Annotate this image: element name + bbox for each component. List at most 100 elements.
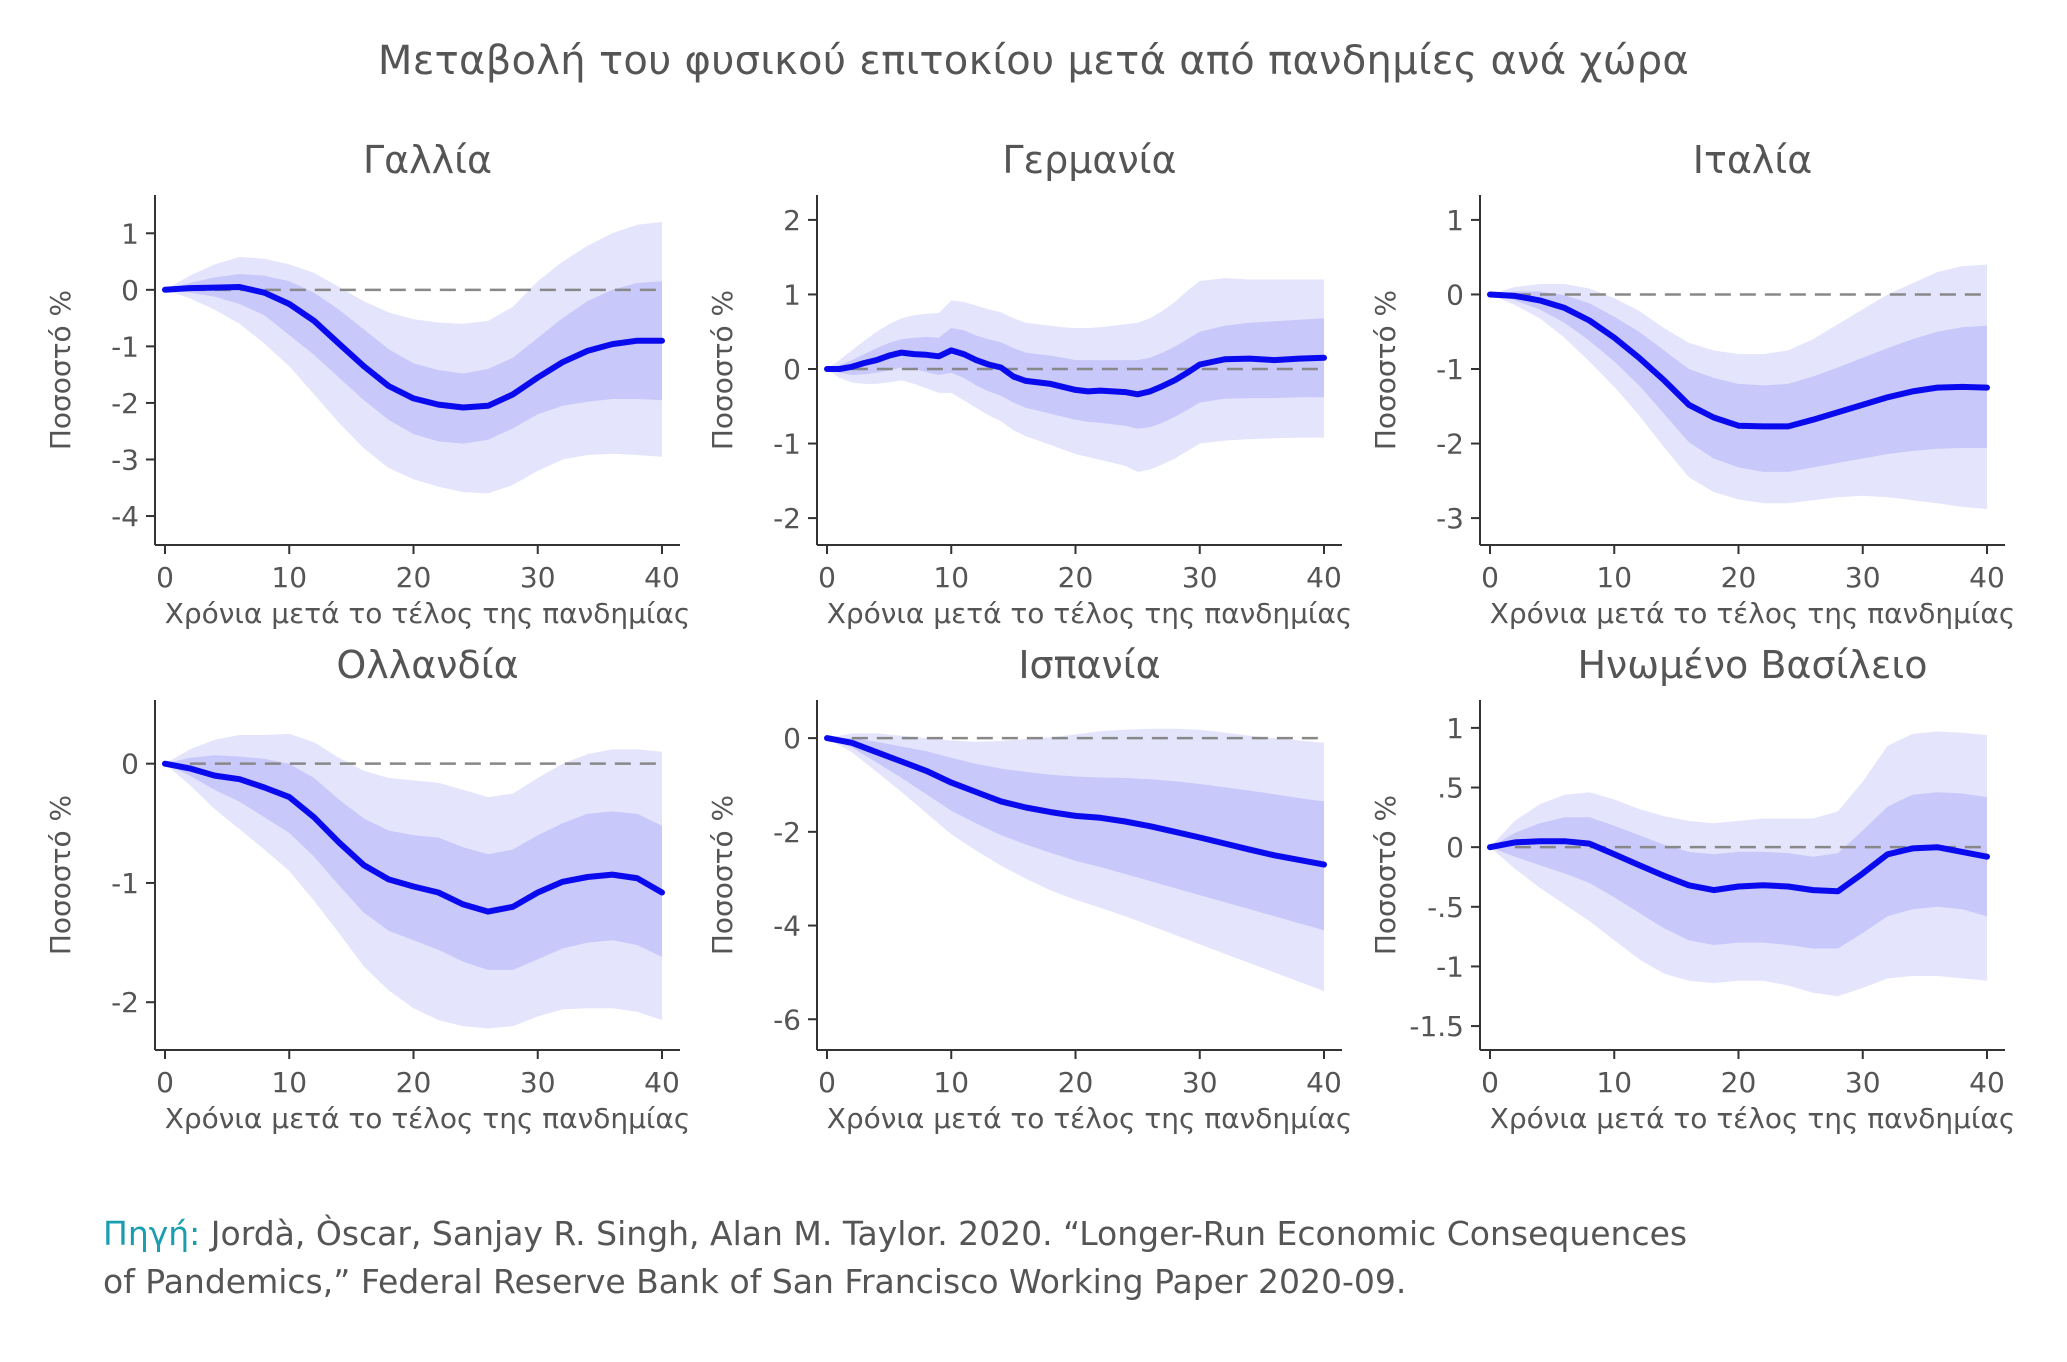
x-tick-label: 20 [1058,1066,1094,1099]
panel-title: Ηνωμένο Βασίλειο [1577,643,1927,687]
source-label: Πηγή: [103,1214,201,1253]
source-note: Πηγή: Jordà, Òscar, Sanjay R. Singh, Ala… [103,1210,1803,1306]
x-tick-label: 10 [1596,561,1632,594]
y-tick-label: -4 [111,500,139,533]
y-tick-label: -1 [1436,950,1464,983]
y-tick-label: 0 [783,353,801,386]
x-tick-label: 0 [156,1066,174,1099]
y-axis-label: Ποσοστό % [1369,795,1402,955]
x-axis-label: Χρόνια μετά το τέλος της πανδημίας [827,1102,1353,1135]
x-tick-label: 0 [818,561,836,594]
y-tick-label: -1.5 [1409,1010,1464,1043]
x-tick-label: 40 [1306,1066,1342,1099]
series-line [824,735,1327,868]
x-tick-label: 30 [1182,1066,1218,1099]
x-tick-label: 20 [1058,561,1094,594]
y-tick-label: 0 [121,274,139,307]
panel-title: Γαλλία [363,138,492,182]
x-tick-label: 40 [644,561,680,594]
x-axis-label: Χρόνια μετά το τέλος της πανδημίας [827,597,1353,630]
x-axis-label: Χρόνια μετά το τέλος της πανδημίας [165,1102,691,1135]
y-tick-label: -6 [773,1003,801,1036]
y-tick-label: -2 [1436,428,1464,461]
x-tick-label: 40 [1306,561,1342,594]
y-tick-label: 1 [1446,204,1464,237]
chart-panel-6: Ηνωμένο Βασίλειο 1 .5 0 -.5 -1 -1.5 0 10 20 30 40Χρ… [1369,643,2015,1135]
y-tick-label: .5 [1437,772,1464,805]
x-axis-label: Χρόνια μετά το τέλος της πανδημίας [165,597,691,630]
y-tick-label: 2 [783,204,801,237]
chart-main-title: Μεταβολή του φυσικού επιτοκίου μετά από … [377,38,1690,84]
x-tick-label: 0 [818,1066,836,1099]
x-tick-label: 10 [271,1066,307,1099]
x-tick-label: 0 [1481,1066,1499,1099]
panel-title: Ολλανδία [336,643,518,687]
source-text-1: Jordà, Òscar, Sanjay R. Singh, Alan M. T… [210,1214,1688,1253]
x-tick-label: 30 [520,561,556,594]
x-tick-label: 40 [1969,561,2005,594]
x-tick-label: 40 [644,1066,680,1099]
x-tick-label: 30 [1845,1066,1881,1099]
y-tick-label: 1 [121,217,139,250]
y-tick-label: -2 [111,387,139,420]
y-axis-label: Ποσοστό % [1369,290,1402,450]
x-tick-label: 20 [1721,561,1757,594]
x-tick-label: 10 [271,561,307,594]
series-line [162,284,665,411]
y-tick-label: 0 [1446,278,1464,311]
series-line [824,347,1327,398]
y-tick-label: 0 [783,722,801,755]
confidence-band-inner [827,738,1324,931]
x-tick-label: 30 [1845,561,1881,594]
confidence-band-inner [1490,792,1987,949]
series-line [1487,291,1990,430]
y-axis-label: Ποσοστό % [706,795,739,955]
y-tick-label: -1 [111,330,139,363]
panel-title: Ισπανία [1018,643,1160,687]
y-tick-label: -2 [773,502,801,535]
y-tick-label: 1 [1446,712,1464,745]
x-axis-label: Χρόνια μετά το τέλος της πανδημίας [1490,1102,2016,1135]
x-tick-label: 10 [933,561,969,594]
y-tick-label: 0 [121,748,139,781]
y-tick-label: -1 [1436,353,1464,386]
x-tick-label: 10 [1596,1066,1632,1099]
x-tick-label: 30 [1182,561,1218,594]
y-tick-label: -2 [773,816,801,849]
x-tick-label: 30 [520,1066,556,1099]
y-tick-label: -3 [111,443,139,476]
x-tick-label: 10 [933,1066,969,1099]
x-tick-label: 20 [396,1066,432,1099]
panel-title: Ιταλία [1693,138,1813,182]
x-axis-label: Χρόνια μετά το τέλος της πανδημίας [1490,597,2016,630]
series-line [1487,838,1990,895]
confidence-band-inner [827,318,1324,429]
x-tick-label: 20 [396,561,432,594]
y-axis-label: Ποσοστό % [44,290,77,450]
confidence-band-inner [165,755,662,970]
source-line-2: of Pandemics,” Federal Reserve Bank of S… [103,1262,1407,1301]
y-tick-label: -4 [773,910,801,943]
source-line-1: Πηγή: Jordà, Òscar, Sanjay R. Singh, Ala… [103,1210,1803,1258]
y-axis-label: Ποσοστό % [706,290,739,450]
y-axis-label: Ποσοστό % [44,795,77,955]
x-tick-label: 0 [156,561,174,594]
y-tick-label: 1 [783,278,801,311]
confidence-band-inner [165,274,662,444]
y-tick-label: -1 [773,428,801,461]
y-tick-label: -1 [111,867,139,900]
x-tick-label: 0 [1481,561,1499,594]
y-tick-label: 0 [1446,831,1464,864]
y-tick-label: -.5 [1427,891,1464,924]
series-line [162,760,665,915]
x-tick-label: 40 [1969,1066,2005,1099]
x-tick-label: 20 [1721,1066,1757,1099]
panel-title: Γερμανία [1002,138,1176,182]
y-tick-label: -3 [1436,502,1464,535]
